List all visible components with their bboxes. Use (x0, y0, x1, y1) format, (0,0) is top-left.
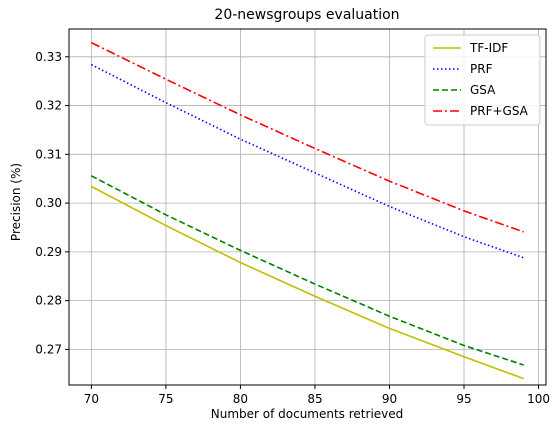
series-line-tf-idf (90, 185, 524, 380)
series-line-prf-gsa (91, 41, 524, 233)
x-tick-label: 80 (233, 392, 248, 406)
y-tick-label: 0.33 (35, 50, 62, 64)
legend-label-tf-idf: TF-IDF (469, 41, 508, 55)
chart-title: 20-newsgroups evaluation (214, 7, 399, 23)
x-tick-label: 85 (307, 392, 322, 406)
y-tick-label: 0.31 (35, 147, 62, 161)
axis-ticks: 70 75 80 85 90 95 100 0.27 0.28 0.29 0.30 0.31 0.32 0… (35, 50, 550, 406)
x-tick-label: 75 (158, 392, 173, 406)
x-tick-label: 100 (527, 392, 550, 406)
series-line-gsa (90, 175, 524, 366)
y-tick-label: 0.27 (35, 342, 62, 356)
y-axis-label: Precision (%) (9, 163, 23, 241)
legend: TF-IDF PRF GSA PRF+GSA (424, 34, 541, 126)
y-tick-label: 0.30 (35, 196, 62, 210)
y-tick-label: 0.28 (35, 294, 62, 308)
plot-lines (90, 41, 524, 380)
x-tick-label: 95 (456, 392, 471, 406)
x-axis-label: Number of documents retrieved (211, 407, 404, 421)
grid (69, 29, 546, 385)
plot-frame (68, 28, 547, 386)
y-tick-label: 0.32 (35, 99, 62, 113)
y-tick-label: 0.29 (35, 245, 62, 259)
legend-label-gsa: GSA (470, 83, 496, 97)
x-tick-label: 70 (84, 392, 99, 406)
legend-label-prf: PRF (470, 62, 493, 76)
legend-box (424, 34, 541, 126)
legend-label-prf-gsa: PRF+GSA (470, 104, 529, 118)
x-tick-label: 90 (382, 392, 397, 406)
series-line-prf (90, 63, 524, 259)
